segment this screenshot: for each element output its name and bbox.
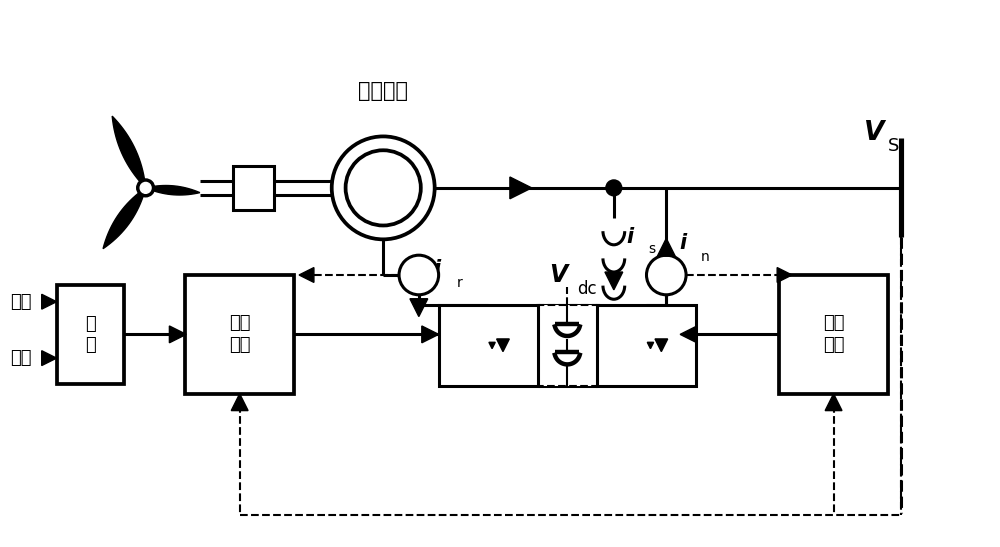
Circle shape <box>137 179 155 197</box>
Polygon shape <box>169 326 186 343</box>
Bar <box>233 166 274 210</box>
Polygon shape <box>777 267 792 282</box>
Text: 双馈电机: 双馈电机 <box>358 81 408 101</box>
Polygon shape <box>42 294 57 309</box>
Polygon shape <box>489 342 495 348</box>
Circle shape <box>399 255 439 295</box>
Polygon shape <box>146 185 200 195</box>
Text: 网侧
控制: 网侧 控制 <box>823 315 844 354</box>
Polygon shape <box>655 339 668 352</box>
Polygon shape <box>510 177 532 199</box>
Bar <box>779 275 888 394</box>
Text: V: V <box>549 263 568 287</box>
Polygon shape <box>231 394 248 411</box>
Text: n: n <box>701 250 710 264</box>
Text: i: i <box>627 228 634 247</box>
Polygon shape <box>497 339 509 352</box>
Text: r: r <box>456 276 462 290</box>
Bar <box>185 275 294 394</box>
Bar <box>57 285 124 384</box>
Polygon shape <box>605 272 623 290</box>
Circle shape <box>646 255 686 295</box>
Text: 转速: 转速 <box>10 293 32 311</box>
Circle shape <box>606 180 622 196</box>
Circle shape <box>332 136 435 240</box>
Polygon shape <box>410 299 428 317</box>
Polygon shape <box>657 238 675 256</box>
Circle shape <box>140 183 151 193</box>
Text: i: i <box>679 234 686 253</box>
Polygon shape <box>825 394 842 411</box>
Bar <box>439 305 538 386</box>
Polygon shape <box>103 188 146 249</box>
Bar <box>597 305 696 386</box>
Text: S: S <box>888 137 899 155</box>
Text: V: V <box>864 120 885 147</box>
Polygon shape <box>680 326 697 343</box>
Text: s: s <box>648 242 656 256</box>
Polygon shape <box>112 116 146 188</box>
Polygon shape <box>299 267 314 282</box>
Bar <box>536 305 599 386</box>
Polygon shape <box>647 342 654 348</box>
Text: 主
控: 主 控 <box>85 315 96 354</box>
Text: i: i <box>434 259 441 279</box>
Text: 机侧
控制: 机侧 控制 <box>229 315 250 354</box>
Polygon shape <box>42 351 57 365</box>
Text: dc: dc <box>577 280 597 298</box>
Text: 风速: 风速 <box>10 349 32 367</box>
Polygon shape <box>422 326 439 343</box>
